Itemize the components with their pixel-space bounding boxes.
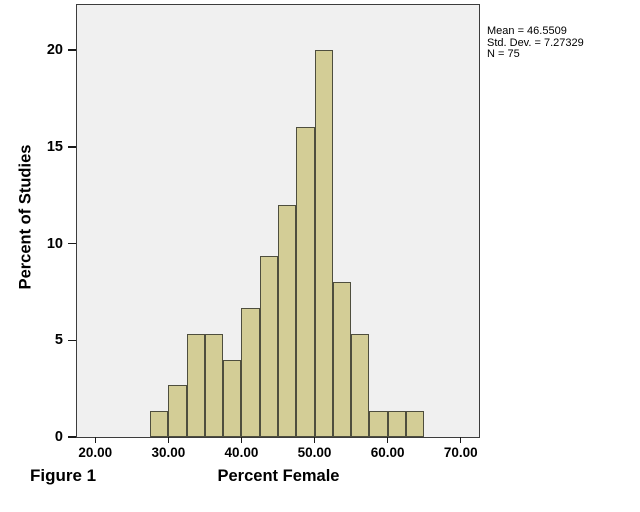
histogram-bar [405,411,425,437]
histogram-bar [296,127,315,437]
y-axis-tick-label: 15 [46,138,63,155]
histogram-bar [278,204,297,437]
y-axis-tick-label: 0 [54,429,63,445]
stat-mean: Mean = 46.5509 [487,25,567,37]
x-axis-tick-label: 70.00 [443,445,478,460]
y-axis-tick-label: 5 [54,332,63,349]
x-axis-tick [240,437,243,443]
y-axis-tick-label: 20 [46,42,63,59]
x-axis-tick-label: 20.00 [78,445,113,460]
histogram-bar [241,308,260,437]
stat-stddev: Std. Dev. = 7.27329 [487,36,584,49]
histogram-bar [314,50,333,437]
x-axis-tick [94,437,97,443]
histogram-bar [204,333,224,437]
y-axis-title: Percent of Studies [16,144,35,290]
x-axis-tick-label: 40.00 [224,445,259,460]
plot-area: 0 5 10 15 20 20.00 30.00 40.00 50.00 60.00 70.00 [47,4,480,460]
y-axis-tick-label: 10 [46,235,63,252]
x-axis-tick-label: 30.00 [151,445,186,460]
histogram-bar [150,411,169,437]
histogram-bar [332,282,352,437]
y-axis-tick [67,436,76,438]
histogram-bar [223,359,242,437]
x-axis-tick-label: 60.00 [370,445,405,460]
histogram-bar [351,333,370,437]
histogram-bar [369,411,388,437]
x-axis-tick [386,437,389,443]
y-axis-tick [67,339,76,342]
x-axis-tick-label: 50.00 [297,445,332,460]
y-axis-tick [67,146,76,148]
histogram-bar [168,385,187,437]
x-axis-tick [459,437,462,443]
histogram-bar [186,333,205,437]
x-axis-tick [167,437,170,443]
y-axis-tick [67,49,76,51]
x-axis-title: Percent Female [217,467,340,485]
figure-caption: Figure 1 [30,466,97,485]
x-axis-tick [313,437,316,443]
stat-n: N = 75 [487,48,520,60]
histogram-bar [259,256,278,437]
histogram-bar [387,411,406,437]
y-axis-tick [67,242,76,245]
stats-annotation: Mean = 46.5509 Std. Dev. = 7.27329 N = 7… [487,25,584,61]
